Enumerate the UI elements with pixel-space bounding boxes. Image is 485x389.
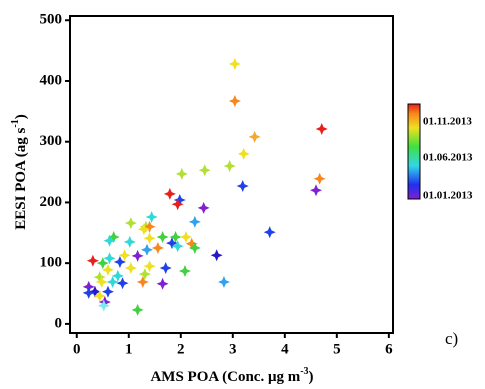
x-tick-label: 3	[229, 341, 237, 357]
point	[145, 211, 158, 224]
point	[163, 187, 176, 200]
x-tick-label: 2	[177, 341, 185, 357]
point	[103, 252, 116, 265]
point	[236, 180, 249, 193]
colorbar-label: 01.11.2013	[423, 116, 472, 128]
point	[228, 95, 241, 108]
point	[178, 265, 191, 278]
point	[140, 243, 153, 256]
point	[197, 201, 210, 214]
point	[188, 215, 201, 228]
point	[210, 249, 223, 262]
point	[156, 277, 169, 290]
x-tick-label: 0	[73, 341, 81, 357]
x-tick-label: 1	[125, 341, 133, 357]
point	[97, 299, 110, 312]
y-tick-label: 0	[55, 315, 63, 331]
x-tick-label: 4	[281, 341, 289, 357]
point	[116, 277, 129, 290]
point	[131, 249, 144, 262]
point	[173, 194, 186, 207]
point	[143, 220, 156, 233]
point	[98, 296, 111, 309]
point	[101, 285, 114, 298]
point	[107, 231, 120, 244]
point	[96, 257, 109, 270]
y-label-sup: -1	[10, 119, 21, 127]
point	[171, 198, 184, 211]
y-axis-label: EESI POA (ag s-1)	[10, 114, 29, 229]
point	[93, 289, 106, 302]
point	[165, 237, 178, 250]
point	[263, 226, 276, 239]
y-tick-label: 400	[40, 72, 63, 88]
x-tick-label: 6	[385, 341, 393, 357]
point	[138, 268, 151, 281]
point	[248, 130, 261, 143]
y-label-end: )	[13, 114, 29, 119]
point	[86, 254, 99, 267]
point	[169, 231, 182, 244]
annotation: c)	[445, 329, 458, 348]
point	[188, 241, 201, 254]
point	[101, 263, 114, 276]
point	[124, 217, 137, 230]
point	[113, 255, 126, 268]
point	[143, 232, 156, 245]
x-axis-label: AMS POA (Conc. μg m-3)	[150, 366, 313, 385]
point	[151, 241, 164, 254]
colorbar-label: 01.06.2013	[423, 152, 473, 164]
point	[123, 235, 136, 248]
y-tick-label: 200	[40, 194, 63, 210]
point	[156, 231, 169, 244]
point	[95, 275, 108, 288]
point	[106, 275, 119, 288]
point	[137, 223, 150, 236]
plot-frame	[69, 15, 394, 334]
x-label-end: )	[309, 369, 314, 385]
point	[103, 234, 116, 247]
point	[313, 172, 326, 185]
point	[136, 275, 149, 288]
x-label-sup: -3	[300, 366, 308, 377]
point	[217, 275, 230, 288]
point	[124, 262, 137, 275]
point	[198, 164, 211, 177]
point	[111, 269, 124, 282]
point	[315, 122, 328, 135]
point	[82, 286, 95, 299]
y-label-text: EESI POA (ag s	[13, 127, 29, 229]
colorbar-label: 01.01.2013	[423, 190, 473, 202]
x-label-text: AMS POA (Conc. μg m	[150, 369, 300, 385]
x-tick-label: 5	[333, 341, 341, 357]
y-tick-label: 300	[40, 133, 63, 149]
point	[310, 184, 323, 197]
point	[131, 303, 144, 316]
point	[159, 262, 172, 275]
point	[179, 231, 192, 244]
point	[171, 240, 184, 253]
point	[185, 237, 198, 250]
point	[237, 147, 250, 160]
point	[93, 271, 106, 284]
y-tick-label: 500	[40, 12, 63, 28]
point	[88, 285, 101, 298]
point	[118, 249, 131, 262]
point	[223, 159, 236, 172]
point	[228, 57, 241, 70]
y-tick-label: 100	[40, 255, 63, 271]
colorbar	[407, 103, 421, 200]
point	[82, 280, 95, 293]
point	[143, 260, 156, 273]
point	[175, 167, 188, 180]
